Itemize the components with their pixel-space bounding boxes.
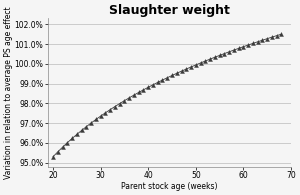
Title: Slaughter weight: Slaughter weight [109,4,230,17]
Y-axis label: Variation in relation to average PS age effect: Variation in relation to average PS age … [4,6,13,179]
X-axis label: Parent stock age (weeks): Parent stock age (weeks) [122,182,218,191]
